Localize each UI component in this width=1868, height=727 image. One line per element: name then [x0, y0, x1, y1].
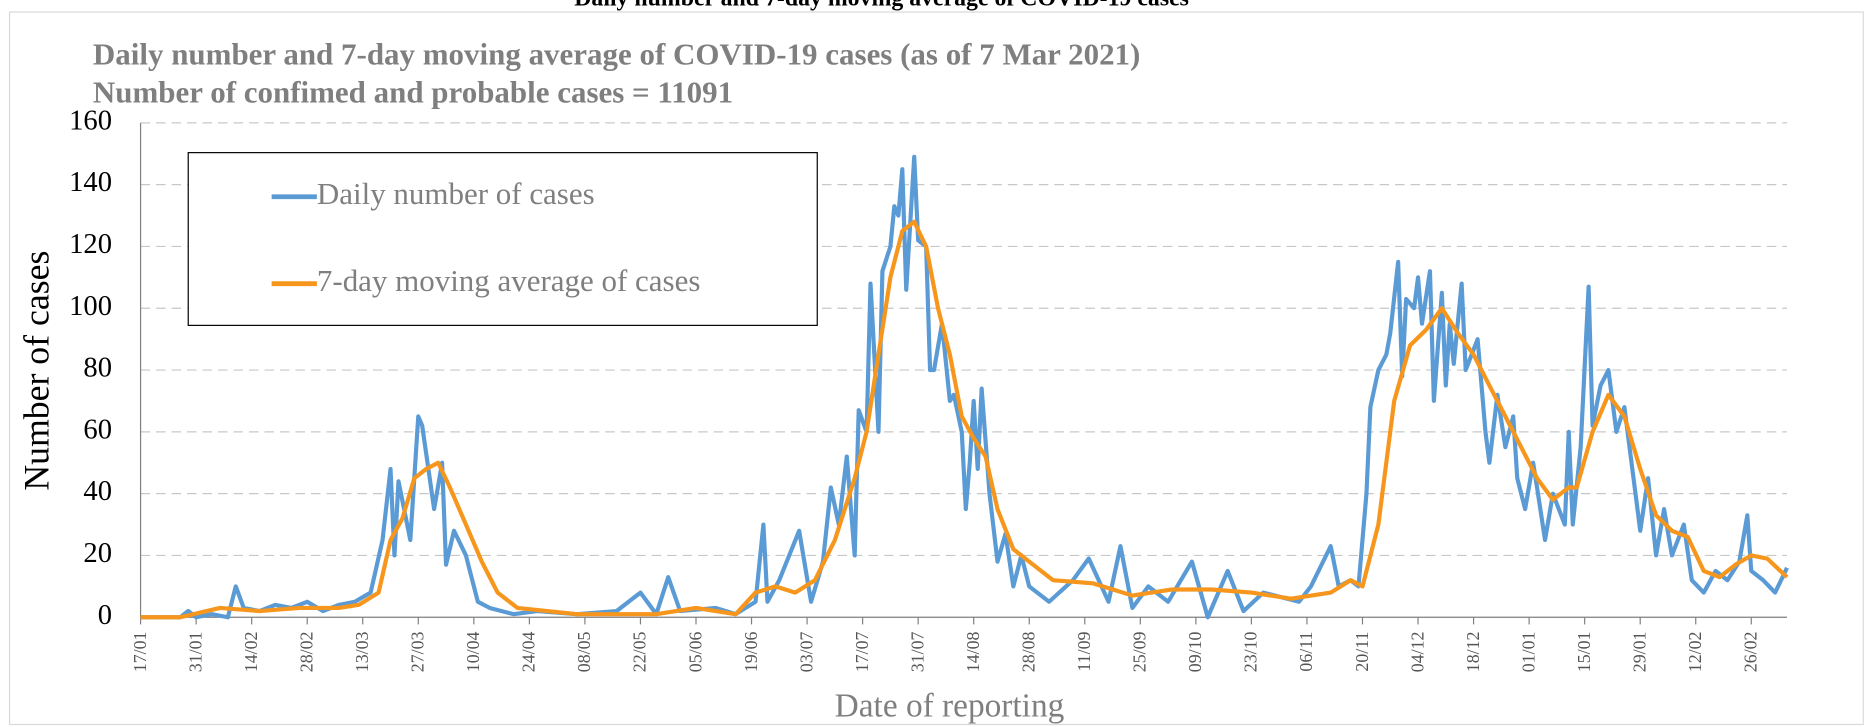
y-tick-label: 60 [83, 414, 112, 445]
x-tick-label: 19/06 [741, 631, 761, 672]
series-line [140, 219, 1789, 620]
y-tick-label: 0 [98, 600, 112, 631]
chart-title: Daily number and 7-day moving average of… [93, 36, 1140, 71]
x-tick-label: 08/05 [574, 631, 594, 672]
y-tick-label: 120 [69, 229, 112, 260]
x-tick-label: 28/02 [296, 632, 316, 673]
x-tick-label: 22/05 [630, 631, 650, 672]
x-tick-label: 28/08 [1019, 631, 1039, 672]
x-tick-label: 14/08 [963, 631, 983, 672]
y-tick-label: 160 [69, 105, 112, 136]
x-tick-label: 04/12 [1407, 632, 1427, 673]
series-line [140, 154, 1789, 620]
y-tick-label: 80 [83, 353, 112, 384]
x-tick-label: 31/01 [185, 632, 205, 673]
x-axis-label: Date of reporting [835, 688, 1065, 725]
x-tick-label: 27/03 [408, 631, 428, 672]
y-tick-label: 40 [83, 476, 112, 507]
x-tick-label: 10/04 [463, 631, 483, 672]
x-tick-label: 05/06 [685, 631, 705, 672]
y-tick-label: 100 [69, 291, 112, 322]
x-tick-label: 23/10 [1241, 631, 1261, 672]
x-tick-label: 20/11 [1352, 632, 1372, 672]
x-tick-label: 06/11 [1296, 632, 1316, 672]
x-tick-label: 11/09 [1074, 631, 1094, 671]
x-tick-label: 17/07 [852, 631, 872, 672]
x-tick-label: 26/02 [1741, 632, 1761, 673]
legend-label: 7-day moving average of cases [317, 263, 701, 298]
plot-area [139, 122, 1789, 625]
x-tick-label: 18/12 [1463, 632, 1483, 673]
x-tick-label: 09/10 [1185, 631, 1205, 672]
x-tick-label: 03/07 [796, 631, 816, 672]
chart-frame [8, 11, 1864, 726]
x-tick-label: 13/03 [352, 631, 372, 672]
x-tick-label: 24/04 [519, 631, 539, 672]
header: Daily number and 7-day moving average of… [574, 0, 1189, 12]
x-tick-label: 15/01 [1574, 632, 1594, 673]
y-axis-label: Number of cases [17, 251, 57, 491]
x-tick-label: 25/09 [1130, 631, 1150, 672]
x-tick-label: 01/01 [1518, 632, 1538, 673]
legend-box [187, 152, 818, 326]
x-tick-label: 17/01 [130, 632, 150, 673]
chart-subtitle: Number of confimed and probable cases = … [93, 75, 733, 110]
x-tick-label: 29/01 [1629, 632, 1649, 673]
x-tick-label: 31/07 [907, 631, 927, 672]
x-tick-label: 12/02 [1685, 632, 1705, 673]
y-tick-label: 140 [69, 167, 112, 198]
x-tick-label: 14/02 [241, 632, 261, 673]
y-tick-label: 20 [83, 538, 112, 569]
legend-label: Daily number of cases [317, 176, 595, 211]
